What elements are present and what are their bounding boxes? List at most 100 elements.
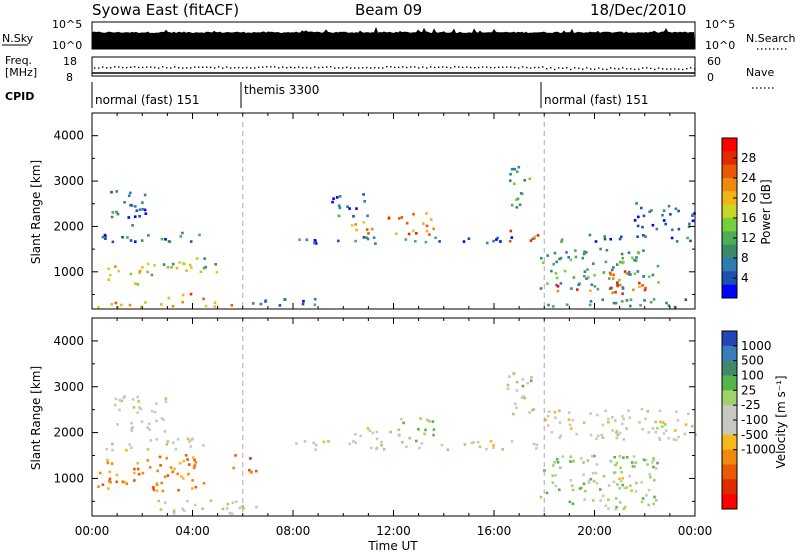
heatmap-cell bbox=[501, 448, 505, 451]
heatmap-cell bbox=[615, 436, 619, 440]
heatmap-cell bbox=[153, 410, 157, 414]
heatmap-cell bbox=[303, 440, 307, 443]
heatmap-cell bbox=[558, 488, 561, 492]
heatmap-cell bbox=[611, 416, 614, 419]
nave-point bbox=[426, 67, 428, 69]
heatmap-cell bbox=[432, 433, 435, 437]
heatmap-cell bbox=[189, 240, 193, 243]
nsky-tick-bottom: 10^0 bbox=[52, 39, 82, 52]
heatmap-cell bbox=[467, 237, 471, 240]
heatmap-cell bbox=[582, 461, 585, 464]
heatmap-cell bbox=[101, 235, 105, 239]
heatmap-cell bbox=[616, 483, 619, 486]
heatmap-cell bbox=[398, 217, 401, 220]
heatmap-cell bbox=[155, 483, 159, 487]
heatmap-cell bbox=[618, 455, 622, 458]
power-colorbar: 4 8 12 16 20 24 28 bbox=[721, 137, 756, 299]
nsearch-label: N.Search bbox=[746, 32, 796, 45]
heatmap-cell bbox=[620, 300, 624, 303]
heatmap-cell bbox=[551, 305, 555, 308]
heatmap-cell bbox=[354, 239, 357, 243]
heatmap-cell bbox=[370, 227, 374, 231]
nave-point bbox=[494, 66, 496, 69]
heatmap-cell bbox=[625, 455, 629, 459]
heatmap-cell bbox=[642, 458, 646, 462]
heatmap-cell bbox=[362, 236, 366, 239]
heatmap-cell bbox=[599, 499, 602, 502]
nave-point bbox=[198, 66, 200, 68]
power-axes: 1000 2000 3000 4000 bbox=[53, 113, 696, 309]
heatmap-cell bbox=[688, 222, 691, 226]
heatmap-cell bbox=[580, 457, 583, 460]
heatmap-cell bbox=[546, 282, 549, 285]
heatmap-cell bbox=[298, 238, 301, 241]
heatmap-cell bbox=[107, 487, 110, 490]
nave-point bbox=[630, 68, 632, 70]
heatmap-cell bbox=[691, 219, 695, 223]
colorbar-segment bbox=[722, 191, 737, 206]
heatmap-cell bbox=[129, 239, 133, 242]
y-tick-label: 1000 bbox=[53, 265, 84, 279]
heatmap-cell bbox=[656, 426, 659, 430]
nave-point bbox=[506, 66, 508, 68]
heatmap-cell bbox=[425, 212, 428, 215]
heatmap-cell bbox=[595, 437, 598, 440]
heatmap-cell bbox=[582, 482, 586, 486]
heatmap-cell bbox=[418, 446, 421, 450]
nave-point bbox=[562, 67, 564, 69]
nave-point bbox=[566, 67, 568, 69]
heatmap-cell bbox=[663, 423, 667, 426]
heatmap-cell bbox=[182, 459, 185, 463]
nave-point bbox=[398, 66, 400, 69]
heatmap-cell bbox=[402, 421, 405, 425]
nave-tick-top: 60 bbox=[707, 55, 721, 68]
heatmap-cell bbox=[652, 456, 655, 460]
heatmap-cell bbox=[613, 455, 616, 459]
heatmap-cell bbox=[352, 215, 355, 218]
nave-point bbox=[382, 67, 384, 69]
heatmap-cell bbox=[225, 507, 229, 510]
nave-point bbox=[206, 66, 208, 68]
heatmap-cell bbox=[530, 375, 533, 379]
heatmap-cell bbox=[553, 251, 557, 255]
nave-point bbox=[442, 66, 444, 68]
colorbar-tick-label: 16 bbox=[741, 211, 756, 225]
heatmap-cell bbox=[188, 463, 191, 466]
heatmap-cell bbox=[641, 284, 644, 287]
heatmap-cell bbox=[146, 459, 150, 462]
heatmap-cell bbox=[158, 455, 162, 459]
nave-point bbox=[282, 66, 284, 68]
heatmap-cell bbox=[528, 177, 532, 181]
heatmap-cell bbox=[129, 203, 132, 207]
nave-point bbox=[378, 67, 380, 69]
heatmap-cell bbox=[601, 423, 605, 427]
heatmap-cell bbox=[164, 397, 168, 400]
heatmap-cell bbox=[645, 494, 648, 497]
nave-point bbox=[498, 66, 500, 69]
heatmap-cell bbox=[556, 461, 560, 464]
heatmap-cell bbox=[510, 236, 514, 239]
heatmap-cell bbox=[664, 222, 667, 226]
heatmap-cell bbox=[615, 506, 618, 509]
nave-point bbox=[574, 67, 576, 69]
heatmap-cell bbox=[641, 428, 644, 431]
heatmap-cell bbox=[607, 417, 610, 421]
heatmap-cell bbox=[414, 239, 417, 243]
cpid-label: CPID bbox=[5, 90, 34, 103]
heatmap-cell bbox=[235, 500, 238, 503]
heatmap-cell bbox=[662, 219, 666, 222]
heatmap-cell bbox=[632, 455, 636, 458]
heatmap-cell bbox=[635, 481, 638, 485]
heatmap-cell bbox=[123, 201, 126, 204]
nave-point bbox=[202, 66, 204, 68]
heatmap-cell bbox=[165, 456, 168, 460]
nave-point bbox=[122, 66, 124, 69]
heatmap-cell bbox=[365, 236, 368, 239]
heatmap-cell bbox=[520, 192, 524, 196]
nave-point bbox=[334, 67, 336, 69]
nave-point bbox=[94, 67, 96, 69]
heatmap-cell bbox=[607, 484, 611, 487]
heatmap-cell bbox=[115, 210, 118, 214]
heatmap-cell bbox=[371, 431, 375, 435]
heatmap-cell bbox=[140, 239, 144, 242]
